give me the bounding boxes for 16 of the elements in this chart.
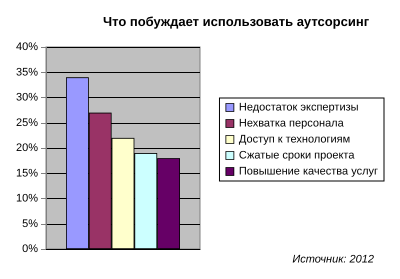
y-tick-label: 25%: [16, 116, 38, 129]
y-tick-label: 10%: [16, 192, 38, 204]
y-tick-label: 5%: [22, 218, 38, 230]
legend-label: Сжатые сроки проекта: [238, 150, 356, 162]
text: Что побуждает использовать аутсорсинг: [103, 14, 370, 29]
y-tick-label: 40%: [16, 41, 38, 53]
y-tick-label: 20%: [16, 142, 38, 154]
text: Источник: 2012: [292, 254, 374, 266]
legend-label: Доступ к технологиям: [238, 134, 350, 146]
y-tick-label: 30%: [16, 92, 38, 104]
y-tick-label: 0%: [22, 243, 38, 255]
legend-label: Недостаток экспертизы: [238, 102, 359, 114]
legend-label: Повышение качества услуг: [238, 166, 378, 178]
y-tick-label: 35%: [16, 66, 38, 78]
y-tick-label: 15%: [16, 167, 38, 180]
legend-label: Нехватка персонала: [238, 118, 345, 130]
